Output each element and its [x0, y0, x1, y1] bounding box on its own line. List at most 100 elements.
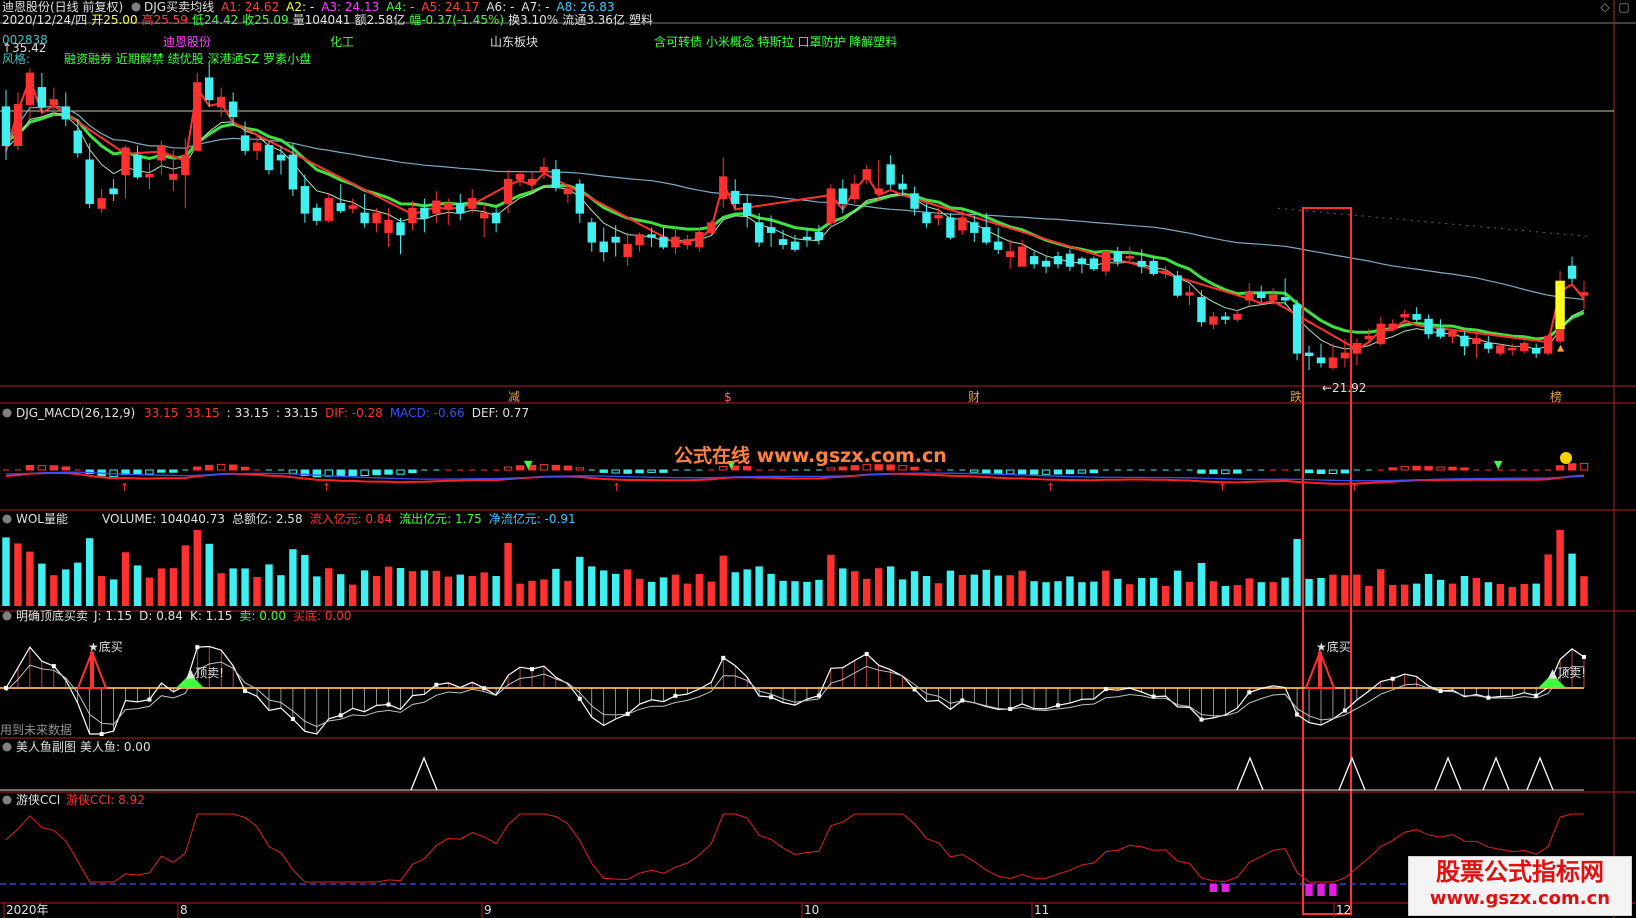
- restore-icon[interactable]: ◇: [1600, 0, 1610, 14]
- macd-histogram-bar: [408, 469, 417, 474]
- volume-bar: [109, 579, 118, 606]
- candle-body: [61, 106, 70, 120]
- candle-body: [456, 202, 465, 214]
- volume-bar: [1400, 584, 1409, 606]
- candle-body: [1245, 292, 1254, 301]
- candle-body: [85, 159, 94, 204]
- volume-bar: [348, 584, 357, 606]
- candle-body: [1496, 345, 1505, 354]
- cci-oversold-bar: [1317, 884, 1325, 896]
- volume-bar: [1341, 575, 1349, 606]
- mermaid-peak: [410, 756, 438, 791]
- candle-body: [240, 135, 250, 151]
- candle-body: [1065, 253, 1075, 267]
- macd-histogram-bar: [599, 469, 608, 473]
- volume-bar: [647, 581, 656, 606]
- volume-bar: [74, 562, 82, 606]
- macd-value-6: DEF: 0.77: [471, 406, 530, 420]
- volume-bar: [1185, 581, 1194, 606]
- volume-bar: [97, 576, 106, 606]
- volume-bar: [528, 580, 536, 606]
- volume-bar: [755, 566, 763, 606]
- quote-field-5: 量104041: [292, 13, 351, 27]
- candle-body: [1316, 357, 1326, 364]
- volume-bar: [1137, 578, 1146, 606]
- candle-body: [1017, 246, 1027, 267]
- volume-bar: [839, 568, 847, 606]
- buy-peak-stem: [90, 652, 94, 688]
- ma-indicator-4: A4: -: [386, 0, 415, 14]
- volume-bar: [611, 573, 620, 606]
- candle-body: [1460, 335, 1469, 347]
- quote-field-0: 2020/12/24/四: [2, 13, 88, 27]
- volume-value-1: 总额亿: 2.58: [232, 512, 303, 526]
- candle-body: [982, 227, 991, 243]
- candle-body: [300, 186, 310, 214]
- volume-bar: [1329, 574, 1337, 606]
- volume-bar: [659, 577, 668, 606]
- candle-body: [1531, 347, 1541, 354]
- macd-value-0: 33.15: [144, 406, 179, 420]
- candle-body: [408, 207, 417, 224]
- macd-histogram-bar: [994, 469, 1003, 475]
- candle-body: [970, 222, 979, 233]
- macd-histogram-bar: [1065, 469, 1075, 475]
- volume-bar: [408, 571, 417, 606]
- candle-body: [623, 243, 632, 258]
- candle-body: [790, 241, 800, 250]
- candle-body: [1567, 265, 1577, 279]
- volume-bar: [588, 566, 596, 606]
- candle-body: [1424, 318, 1433, 335]
- candle-body: [695, 231, 704, 248]
- volume-bar: [1042, 582, 1050, 606]
- candle-body: [587, 222, 596, 243]
- volume-bar: [301, 555, 309, 606]
- volume-bar: [874, 568, 883, 606]
- style-concepts: 融资融券 近期解禁 绩优股 深港通SZ 罗素小盘: [64, 52, 312, 66]
- macd-signal-arrow-7: ▼: [727, 458, 736, 471]
- event-marker-1: $: [724, 390, 732, 404]
- kdj-point: [1056, 703, 1060, 708]
- quote-field-3: 低24.42: [191, 13, 239, 27]
- volume-bar: [1054, 581, 1062, 606]
- mermaid-title: 美人鱼副图: [16, 740, 77, 754]
- volume-bar: [193, 530, 201, 606]
- volume-bar: [958, 575, 967, 606]
- candle-body: [1364, 335, 1374, 340]
- close-icon[interactable]: ▢: [1618, 0, 1630, 14]
- volume-bar: [695, 574, 704, 606]
- volume-bar: [1377, 569, 1385, 606]
- macd-histogram-bar: [982, 469, 991, 474]
- volume-bar: [456, 574, 464, 606]
- candle-body: [1520, 342, 1529, 352]
- x-axis-label-1: 8: [180, 903, 188, 917]
- volume-bar: [133, 565, 142, 606]
- macd-histogram-bar: [1077, 469, 1087, 474]
- macd-histogram-bar: [360, 469, 369, 476]
- volume-bar: [277, 575, 285, 606]
- candle-body: [922, 212, 931, 224]
- candle-body: [671, 236, 680, 248]
- candle-body: [934, 215, 943, 219]
- volume-bar: [265, 564, 273, 606]
- volume-bar: [1508, 587, 1516, 606]
- kdj-point: [1008, 706, 1013, 711]
- volume-bar: [504, 542, 512, 606]
- volume-bar: [313, 576, 321, 606]
- projection-line: [1277, 207, 1589, 237]
- volume-bar: [1520, 584, 1528, 606]
- kdj-point: [1295, 712, 1300, 717]
- highlight-box: [1302, 207, 1352, 915]
- concept-tags: 含可转债 小米概念 特斯拉 口罩防护 降解塑料: [654, 35, 898, 49]
- macd-histogram-bar: [539, 464, 549, 471]
- volume-bar: [1114, 578, 1122, 606]
- sell-label-1: ▲顶卖!: [1548, 666, 1587, 680]
- volume-bar: [396, 568, 405, 606]
- macd-histogram-bar: [1053, 469, 1063, 475]
- candle-body: [946, 217, 955, 238]
- watermark-line1: 股票公式指标网: [1436, 858, 1604, 886]
- volume-bar: [1353, 574, 1361, 606]
- candle-body: [826, 188, 836, 224]
- watermark-logo: 股票公式指标网 www.gszx.com.cn: [1408, 856, 1632, 916]
